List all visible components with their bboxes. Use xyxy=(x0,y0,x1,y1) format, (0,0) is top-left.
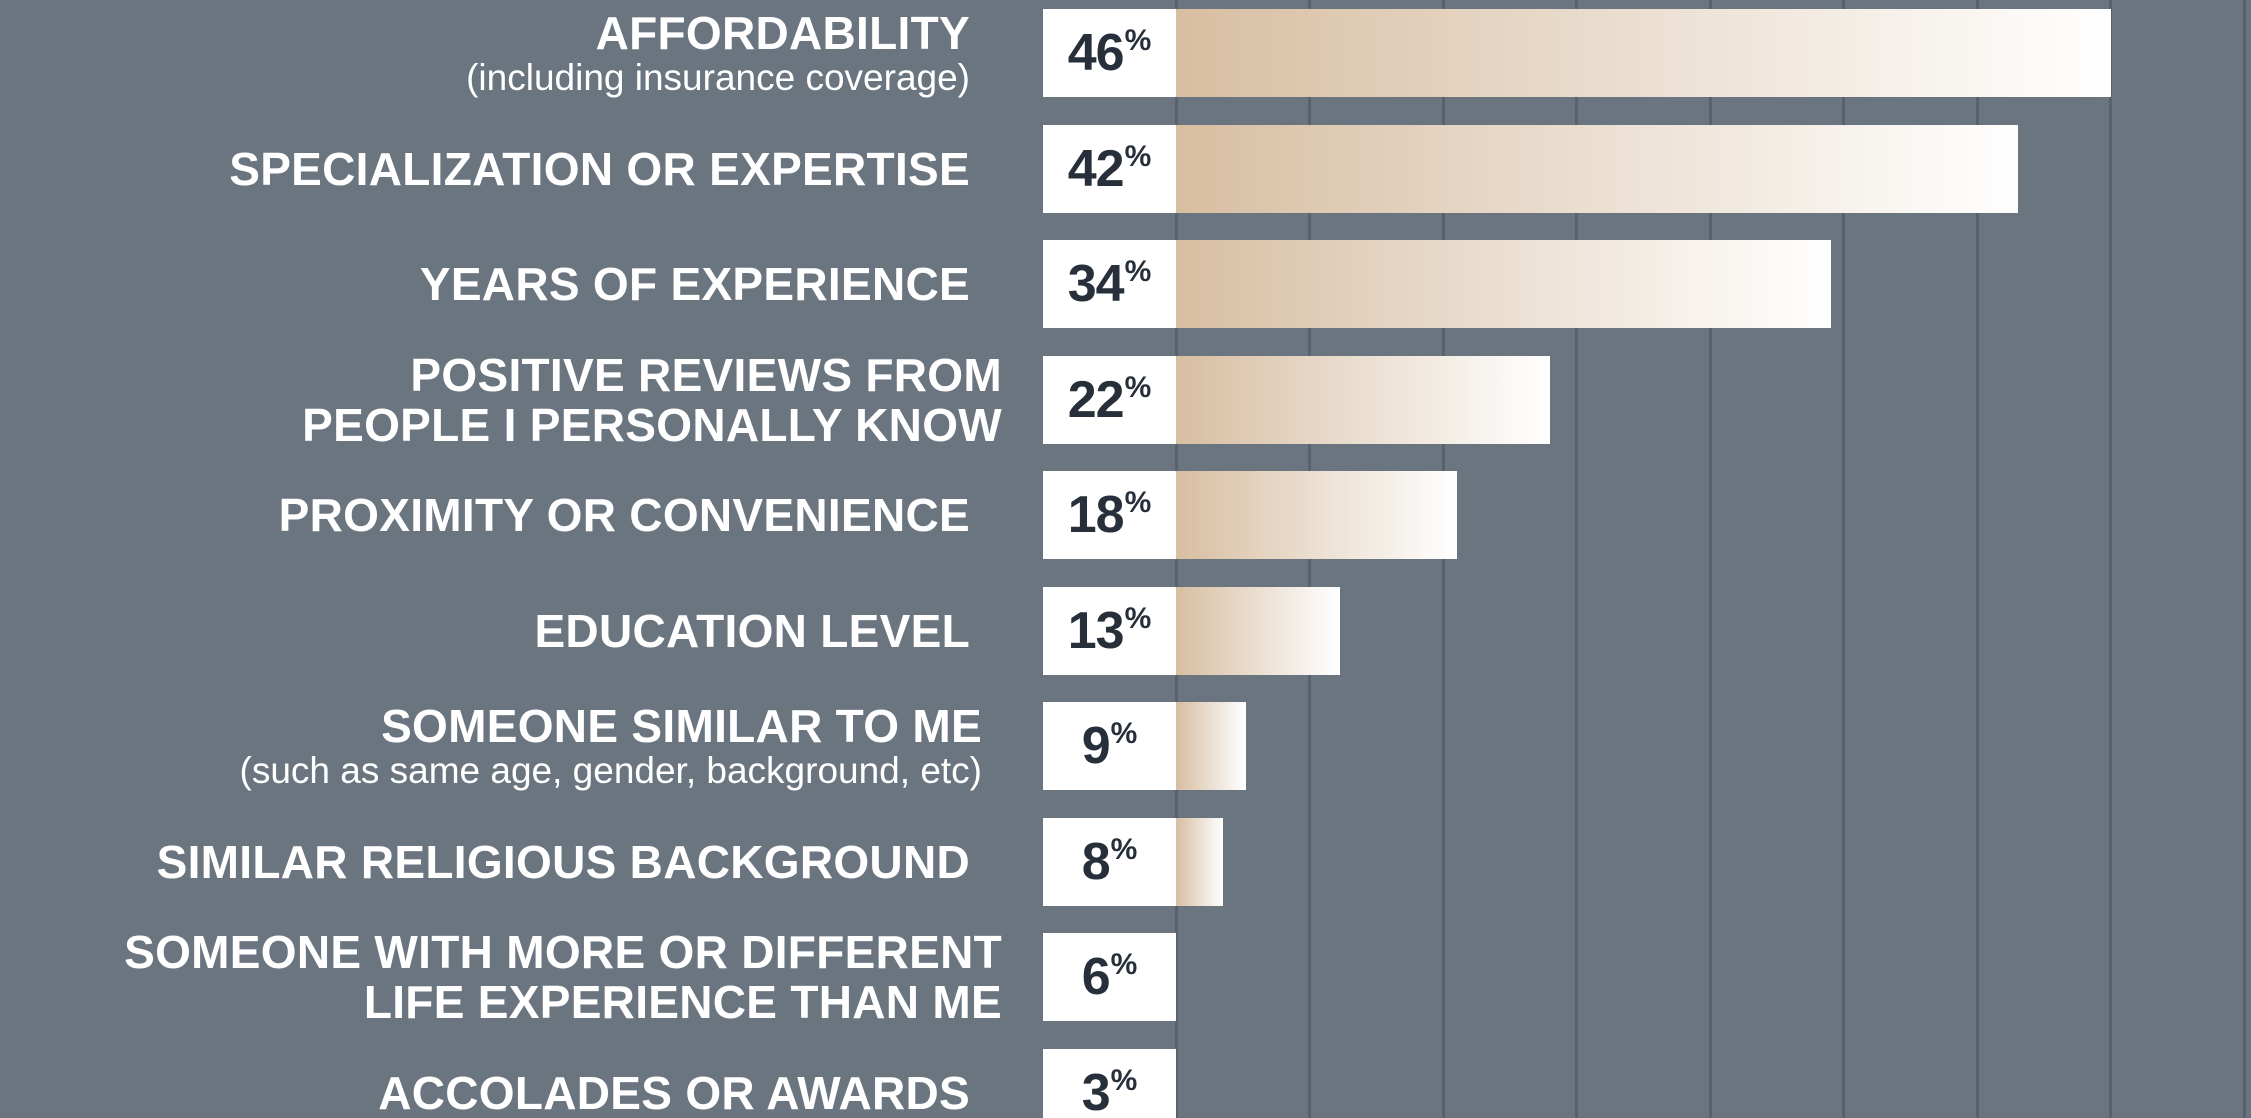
gridline xyxy=(1442,0,1445,1118)
value-label: 18% xyxy=(1043,471,1176,559)
category-label-main: PROXIMITY OR CONVENIENCE xyxy=(278,489,970,541)
value-number: 6 xyxy=(1081,948,1111,1006)
category-label-main: SOMEONE SIMILAR TO ME xyxy=(381,700,982,752)
bar xyxy=(1176,9,2111,97)
gridline xyxy=(2243,0,2246,1118)
value-label: 3% xyxy=(1043,1049,1176,1118)
category-label-main: AFFORDABILITY xyxy=(595,7,970,59)
value-number: 13 xyxy=(1067,602,1125,660)
bar xyxy=(1176,702,1246,790)
category-label: ACCOLADES OR AWARDS xyxy=(0,1068,970,1118)
percent-sign: % xyxy=(1110,833,1138,866)
category-label-main: SPECIALIZATION OR EXPERTISE xyxy=(229,143,970,195)
gridline xyxy=(2109,0,2112,1118)
gridline xyxy=(1175,0,1178,1118)
value-number: 3 xyxy=(1081,1064,1111,1118)
value-number: 8 xyxy=(1081,833,1111,891)
value-number: 22 xyxy=(1067,371,1125,429)
value-number: 18 xyxy=(1067,486,1125,544)
category-label: POSITIVE REVIEWS FROM PEOPLE I PERSONALL… xyxy=(2,350,1002,450)
category-label: AFFORDABILITY (including insurance covera… xyxy=(0,8,970,98)
category-label: YEARS OF EXPERIENCE xyxy=(0,259,970,309)
percent-sign: % xyxy=(1124,602,1152,635)
value-label: 34% xyxy=(1043,240,1176,328)
bar xyxy=(1176,587,1340,675)
bar xyxy=(1176,818,1223,906)
percent-sign: % xyxy=(1124,24,1152,57)
category-label: SIMILAR RELIGIOUS BACKGROUND xyxy=(0,837,970,887)
gridline xyxy=(1976,0,1979,1118)
value-label: 13% xyxy=(1043,587,1176,675)
category-label: SOMEONE SIMILAR TO ME (such as same age, … xyxy=(0,700,983,791)
gridline xyxy=(1575,0,1578,1118)
category-label-sub: (including insurance coverage) xyxy=(466,57,970,98)
bar xyxy=(1176,125,2018,213)
bar xyxy=(1176,240,1831,328)
value-label: 42% xyxy=(1043,125,1176,213)
category-label: SOMEONE WITH MORE OR DIFFERENT LIFE EXPE… xyxy=(2,927,1002,1027)
gridline xyxy=(1709,0,1712,1118)
category-label-main: POSITIVE REVIEWS FROM PEOPLE I PERSONALL… xyxy=(302,349,1002,451)
percent-sign: % xyxy=(1110,948,1138,981)
value-label: 22% xyxy=(1043,356,1176,444)
category-label: PROXIMITY OR CONVENIENCE xyxy=(0,490,970,540)
category-label-main: SIMILAR RELIGIOUS BACKGROUND xyxy=(156,836,970,888)
percent-sign: % xyxy=(1124,255,1152,288)
gridline xyxy=(1842,0,1845,1118)
value-number: 42 xyxy=(1067,140,1125,198)
percent-sign: % xyxy=(1110,717,1138,750)
value-label: 9% xyxy=(1043,702,1176,790)
value-number: 34 xyxy=(1067,255,1125,313)
category-label-main: ACCOLADES OR AWARDS xyxy=(378,1067,970,1118)
percent-sign: % xyxy=(1110,1064,1138,1097)
category-label-main: YEARS OF EXPERIENCE xyxy=(419,258,970,310)
value-number: 46 xyxy=(1067,24,1125,82)
bar xyxy=(1176,356,1550,444)
gridline xyxy=(1308,0,1311,1118)
value-number: 9 xyxy=(1081,717,1111,775)
category-label-sub: (such as same age, gender, background, e… xyxy=(239,750,983,791)
category-label: SPECIALIZATION OR EXPERTISE xyxy=(0,144,970,194)
percent-sign: % xyxy=(1124,371,1152,404)
value-label: 8% xyxy=(1043,818,1176,906)
category-label-main: SOMEONE WITH MORE OR DIFFERENT LIFE EXPE… xyxy=(124,926,1002,1028)
bar xyxy=(1176,471,1457,559)
percent-sign: % xyxy=(1124,140,1152,173)
category-label: EDUCATION LEVEL xyxy=(0,606,970,656)
value-label: 46% xyxy=(1043,9,1176,97)
value-label: 6% xyxy=(1043,933,1176,1021)
category-label-main: EDUCATION LEVEL xyxy=(534,605,970,657)
percent-sign: % xyxy=(1124,486,1152,519)
